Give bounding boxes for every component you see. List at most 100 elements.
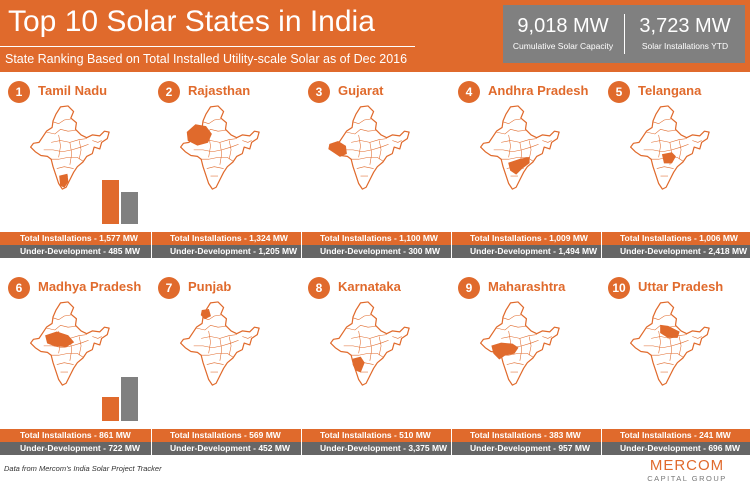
india-outline (630, 105, 710, 190)
india-outline (480, 105, 560, 190)
state-border-1 (502, 314, 521, 321)
rank-badge: 4 (458, 81, 480, 103)
total-installations-label: Total Installations - 383 MW (470, 430, 581, 440)
rank-badge: 1 (8, 81, 30, 103)
total-installations-label: Total Installations - 1,009 MW (470, 233, 588, 243)
installations-ytd-stat: 3,723 MW Solar Installations YTD (625, 5, 745, 63)
total-installations-label: Total Installations - 569 MW (170, 430, 281, 440)
state-border-9 (369, 338, 373, 361)
under-development-bar (121, 192, 138, 224)
strip-divider (601, 232, 602, 258)
title-divider (0, 46, 415, 47)
logo-sub-text: CAPITAL GROUP (647, 474, 727, 483)
state-panel-karnataka: 8 Karnataka (303, 272, 453, 386)
state-border-11 (392, 140, 402, 143)
state-border-11 (392, 336, 402, 339)
state-border-1 (652, 314, 671, 321)
state-border-4 (643, 143, 689, 153)
total-installations-label: Total Installations - 861 MW (20, 430, 131, 440)
under-development-strip-1 (0, 245, 750, 258)
rank-badge: 3 (308, 81, 330, 103)
total-installations-bar (102, 196, 119, 224)
state-border-10 (678, 140, 682, 160)
state-border-8 (358, 330, 361, 354)
state-border-11 (92, 140, 102, 143)
state-border-11 (242, 336, 252, 339)
state-panel-telangana: 5 Telangana (603, 76, 750, 190)
state-border-1 (652, 118, 671, 125)
page-subtitle: State Ranking Based on Total Installed U… (5, 52, 408, 66)
logo-main-text: MERCOM (649, 457, 725, 474)
state-border-1 (52, 118, 71, 125)
state-border-4 (643, 339, 689, 349)
state-panel-tamil-nadu: 1 Tamil Nadu (3, 76, 153, 190)
under-development-label: Under-Development - 3,375 MW (320, 443, 448, 453)
state-border-9 (369, 142, 373, 165)
rajasthan-region-icon (186, 124, 212, 146)
state-border-9 (219, 142, 223, 165)
state-border-4 (43, 143, 89, 153)
under-development-label: Under-Development - 1,205 MW (170, 246, 298, 256)
state-border-2 (496, 324, 527, 331)
under-development-strip-2 (0, 442, 750, 455)
under-development-label: Under-Development - 1,494 MW (470, 246, 598, 256)
strip-divider (601, 429, 602, 455)
strip-divider (151, 232, 152, 258)
rank-badge: 2 (158, 81, 180, 103)
state-name: Madhya Pradesh (38, 279, 142, 294)
state-border-11 (692, 140, 702, 143)
under-development-label: Under-Development - 485 MW (20, 246, 140, 256)
india-map-icon (30, 105, 110, 190)
state-border-6 (56, 166, 74, 169)
state-border-6 (206, 166, 224, 169)
state-panel-maharashtra: 9 Maharashtra (453, 272, 603, 386)
india-map-icon (180, 105, 260, 190)
rank-badge: 7 (158, 277, 180, 299)
total-installations-label: Total Installations - 510 MW (320, 430, 431, 440)
state-border-10 (528, 336, 532, 356)
under-development-label: Under-Development - 2,418 MW (620, 246, 748, 256)
gujarat-region-icon (328, 141, 347, 157)
state-border-2 (46, 128, 77, 135)
total-installations-strip-1 (0, 232, 750, 245)
state-name: Maharashtra (488, 279, 566, 294)
tamil-nadu-region-icon (59, 173, 69, 188)
state-name: Tamil Nadu (38, 83, 108, 98)
punjab-region-icon (200, 308, 211, 320)
state-border-1 (502, 118, 521, 125)
india-map-icon (328, 105, 410, 190)
state-border-2 (346, 128, 377, 135)
state-border-8 (358, 134, 361, 158)
state-border-11 (542, 336, 552, 339)
total-installations-label: Total Installations - 1,577 MW (20, 233, 138, 243)
strip-divider (151, 429, 152, 455)
state-border-8 (508, 134, 511, 158)
state-border-10 (228, 140, 232, 160)
india-map-icon (630, 301, 710, 386)
karnataka-region-icon (352, 356, 365, 373)
state-border-11 (92, 336, 102, 339)
state-name: Rajasthan (188, 83, 251, 98)
mercom-logo: MERCOM CAPITAL GROUP (628, 458, 748, 484)
state-border-4 (193, 143, 239, 153)
rank-badge: 9 (458, 277, 480, 299)
rank-badge: 6 (8, 277, 30, 299)
installations-ytd-label: Solar Installations YTD (641, 41, 729, 51)
cumulative-capacity-value: 9,018 MW (517, 15, 609, 37)
state-border-2 (496, 128, 527, 135)
under-development-label: Under-Development - 722 MW (20, 443, 140, 453)
state-panel-madhya-pradesh: 6 Madhya Pradesh (3, 272, 153, 386)
india-map-icon (30, 301, 110, 386)
under-development-bar (121, 412, 138, 421)
state-border-6 (506, 362, 524, 365)
stats-divider (624, 14, 625, 54)
cumulative-capacity-label: Cumulative Solar Capacity (512, 41, 614, 51)
state-border-9 (69, 142, 73, 165)
state-border-8 (58, 134, 61, 158)
installations-ytd-value: 3,723 MW (639, 15, 731, 37)
india-outline (630, 301, 710, 386)
state-name: Karnataka (338, 279, 401, 294)
state-border-2 (646, 128, 677, 135)
state-border-4 (343, 143, 389, 153)
state-border-2 (346, 324, 377, 331)
